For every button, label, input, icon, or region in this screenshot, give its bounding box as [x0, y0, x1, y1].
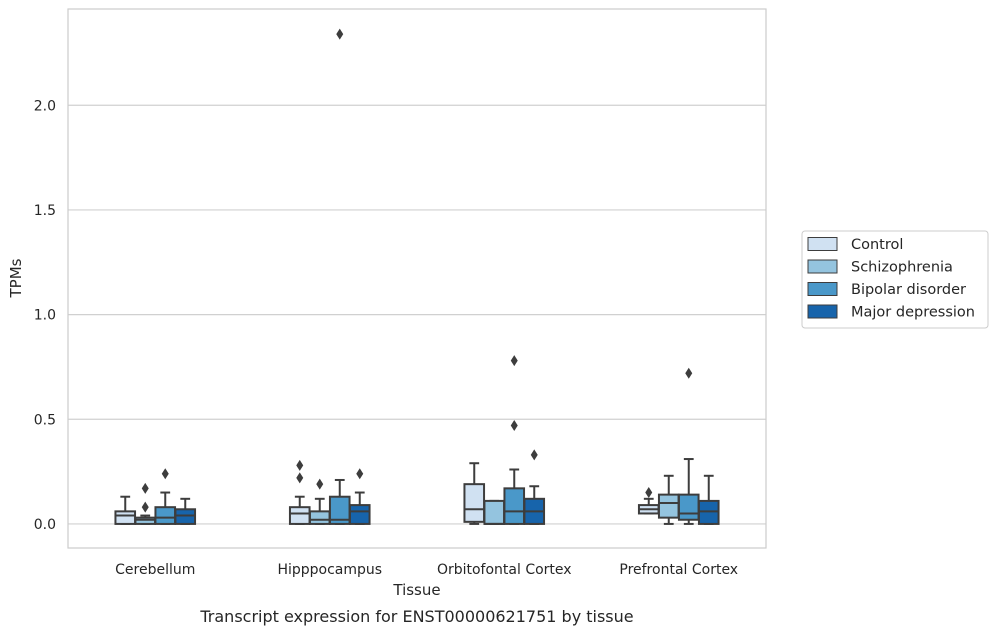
legend-label: Major depression: [851, 305, 975, 321]
legend-label: Bipolar disorder: [851, 282, 966, 298]
outlier-point: [510, 355, 518, 367]
box: [657, 493, 680, 519]
box: [308, 510, 331, 525]
box: [348, 504, 371, 525]
box: [463, 483, 486, 523]
outlier-point: [316, 478, 324, 490]
legend-swatch: [807, 282, 838, 296]
y-tick-label: 2.0: [34, 98, 56, 114]
outlier-point: [356, 468, 364, 480]
x-tick-label: Prefrontal Cortex: [619, 562, 738, 578]
x-tick-label: Cerebellum: [115, 562, 195, 578]
legend-swatch: [807, 237, 838, 251]
x-axis-ticks: Cerebellum Hipppocampus Orbitofontal Corte…: [115, 562, 738, 578]
outlier-point: [141, 482, 149, 494]
series-major-depression: [174, 449, 720, 525]
legend-swatch: [807, 259, 838, 274]
legend-swatch: [807, 304, 838, 319]
legend-label: Control: [851, 237, 903, 253]
y-tick-label: 1.0: [34, 308, 56, 324]
x-tick-label: Hipppocampus: [277, 562, 382, 578]
series-control: [114, 459, 660, 525]
y-tick-label: 1.5: [34, 203, 56, 219]
outlier-point: [510, 420, 518, 432]
outlier-point: [530, 449, 538, 461]
outlier-point: [296, 472, 304, 484]
box: [483, 499, 506, 525]
series-schizophrenia: [134, 474, 680, 525]
box-series: [114, 28, 720, 525]
outlier-point: [141, 501, 149, 513]
box: [114, 510, 137, 525]
box: [134, 516, 157, 525]
box: [677, 493, 700, 521]
series-bipolar-disorder: [154, 28, 700, 525]
outlier-point: [161, 468, 169, 480]
legend: Control Schizophrenia Bipolar disorder Majo…: [801, 230, 989, 329]
x-axis-label: Tissue: [392, 581, 440, 599]
box: [288, 506, 311, 525]
chart-caption: Transcript expression for ENST0000062175…: [199, 607, 633, 626]
y-tick-label: 0.5: [34, 412, 56, 428]
outlier-point: [645, 487, 653, 499]
box: [503, 487, 526, 525]
legend-frame: [801, 230, 989, 329]
box: [697, 499, 720, 525]
y-axis-label: TPMs: [7, 258, 25, 298]
outlier-point: [296, 459, 304, 471]
box: [174, 508, 197, 525]
outlier-point: [336, 28, 344, 40]
gridlines: [68, 104, 766, 525]
legend-label: Schizophrenia: [851, 260, 953, 276]
y-tick-label: 0.0: [34, 517, 56, 533]
outlier-point: [685, 367, 693, 379]
plot-area-frame: [67, 8, 767, 549]
x-tick-label: Orbitofontal Cortex: [437, 562, 572, 578]
box: [154, 506, 177, 525]
y-axis-ticks: 0.0 0.5 1.0 1.5 2.0: [34, 98, 56, 533]
